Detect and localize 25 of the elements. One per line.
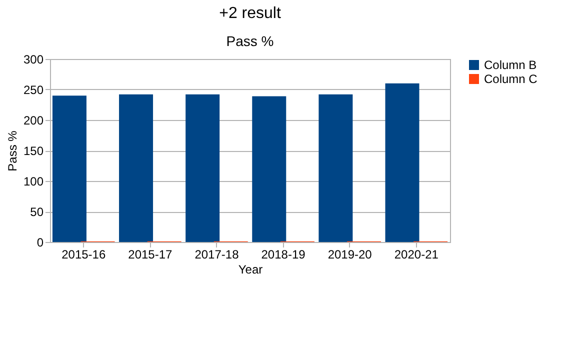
x-tick-label: 2020-21 [394, 248, 439, 262]
x-tick-label: 2018-19 [261, 248, 306, 262]
x-axis-title: Year [238, 262, 263, 276]
x-tick-label: 2015-17 [128, 248, 173, 262]
chart-subtitle: Pass % [226, 33, 274, 49]
y-tick-label: 250 [23, 83, 44, 97]
bar [52, 96, 86, 242]
x-tick-label: 2017-18 [194, 248, 240, 262]
bar [186, 94, 220, 242]
bar [119, 94, 154, 242]
y-axis-title: Pass % [5, 130, 20, 172]
y-tick-label: 200 [23, 114, 44, 128]
chart-title: +2 result [219, 5, 282, 22]
legend-label: Column C [484, 72, 538, 86]
bar [252, 96, 286, 242]
y-tick-label: 100 [23, 174, 44, 188]
x-tick-label: 2019-20 [328, 248, 372, 262]
legend-label: Column B [484, 58, 537, 72]
x-tick-label: 2015-16 [62, 248, 106, 262]
y-tick-label: 300 [23, 52, 44, 66]
bar [318, 94, 353, 242]
y-tick-label: 0 [36, 236, 44, 250]
y-tick-label: 50 [30, 205, 44, 219]
bar [385, 83, 420, 242]
y-tick-label: 150 [23, 144, 44, 158]
